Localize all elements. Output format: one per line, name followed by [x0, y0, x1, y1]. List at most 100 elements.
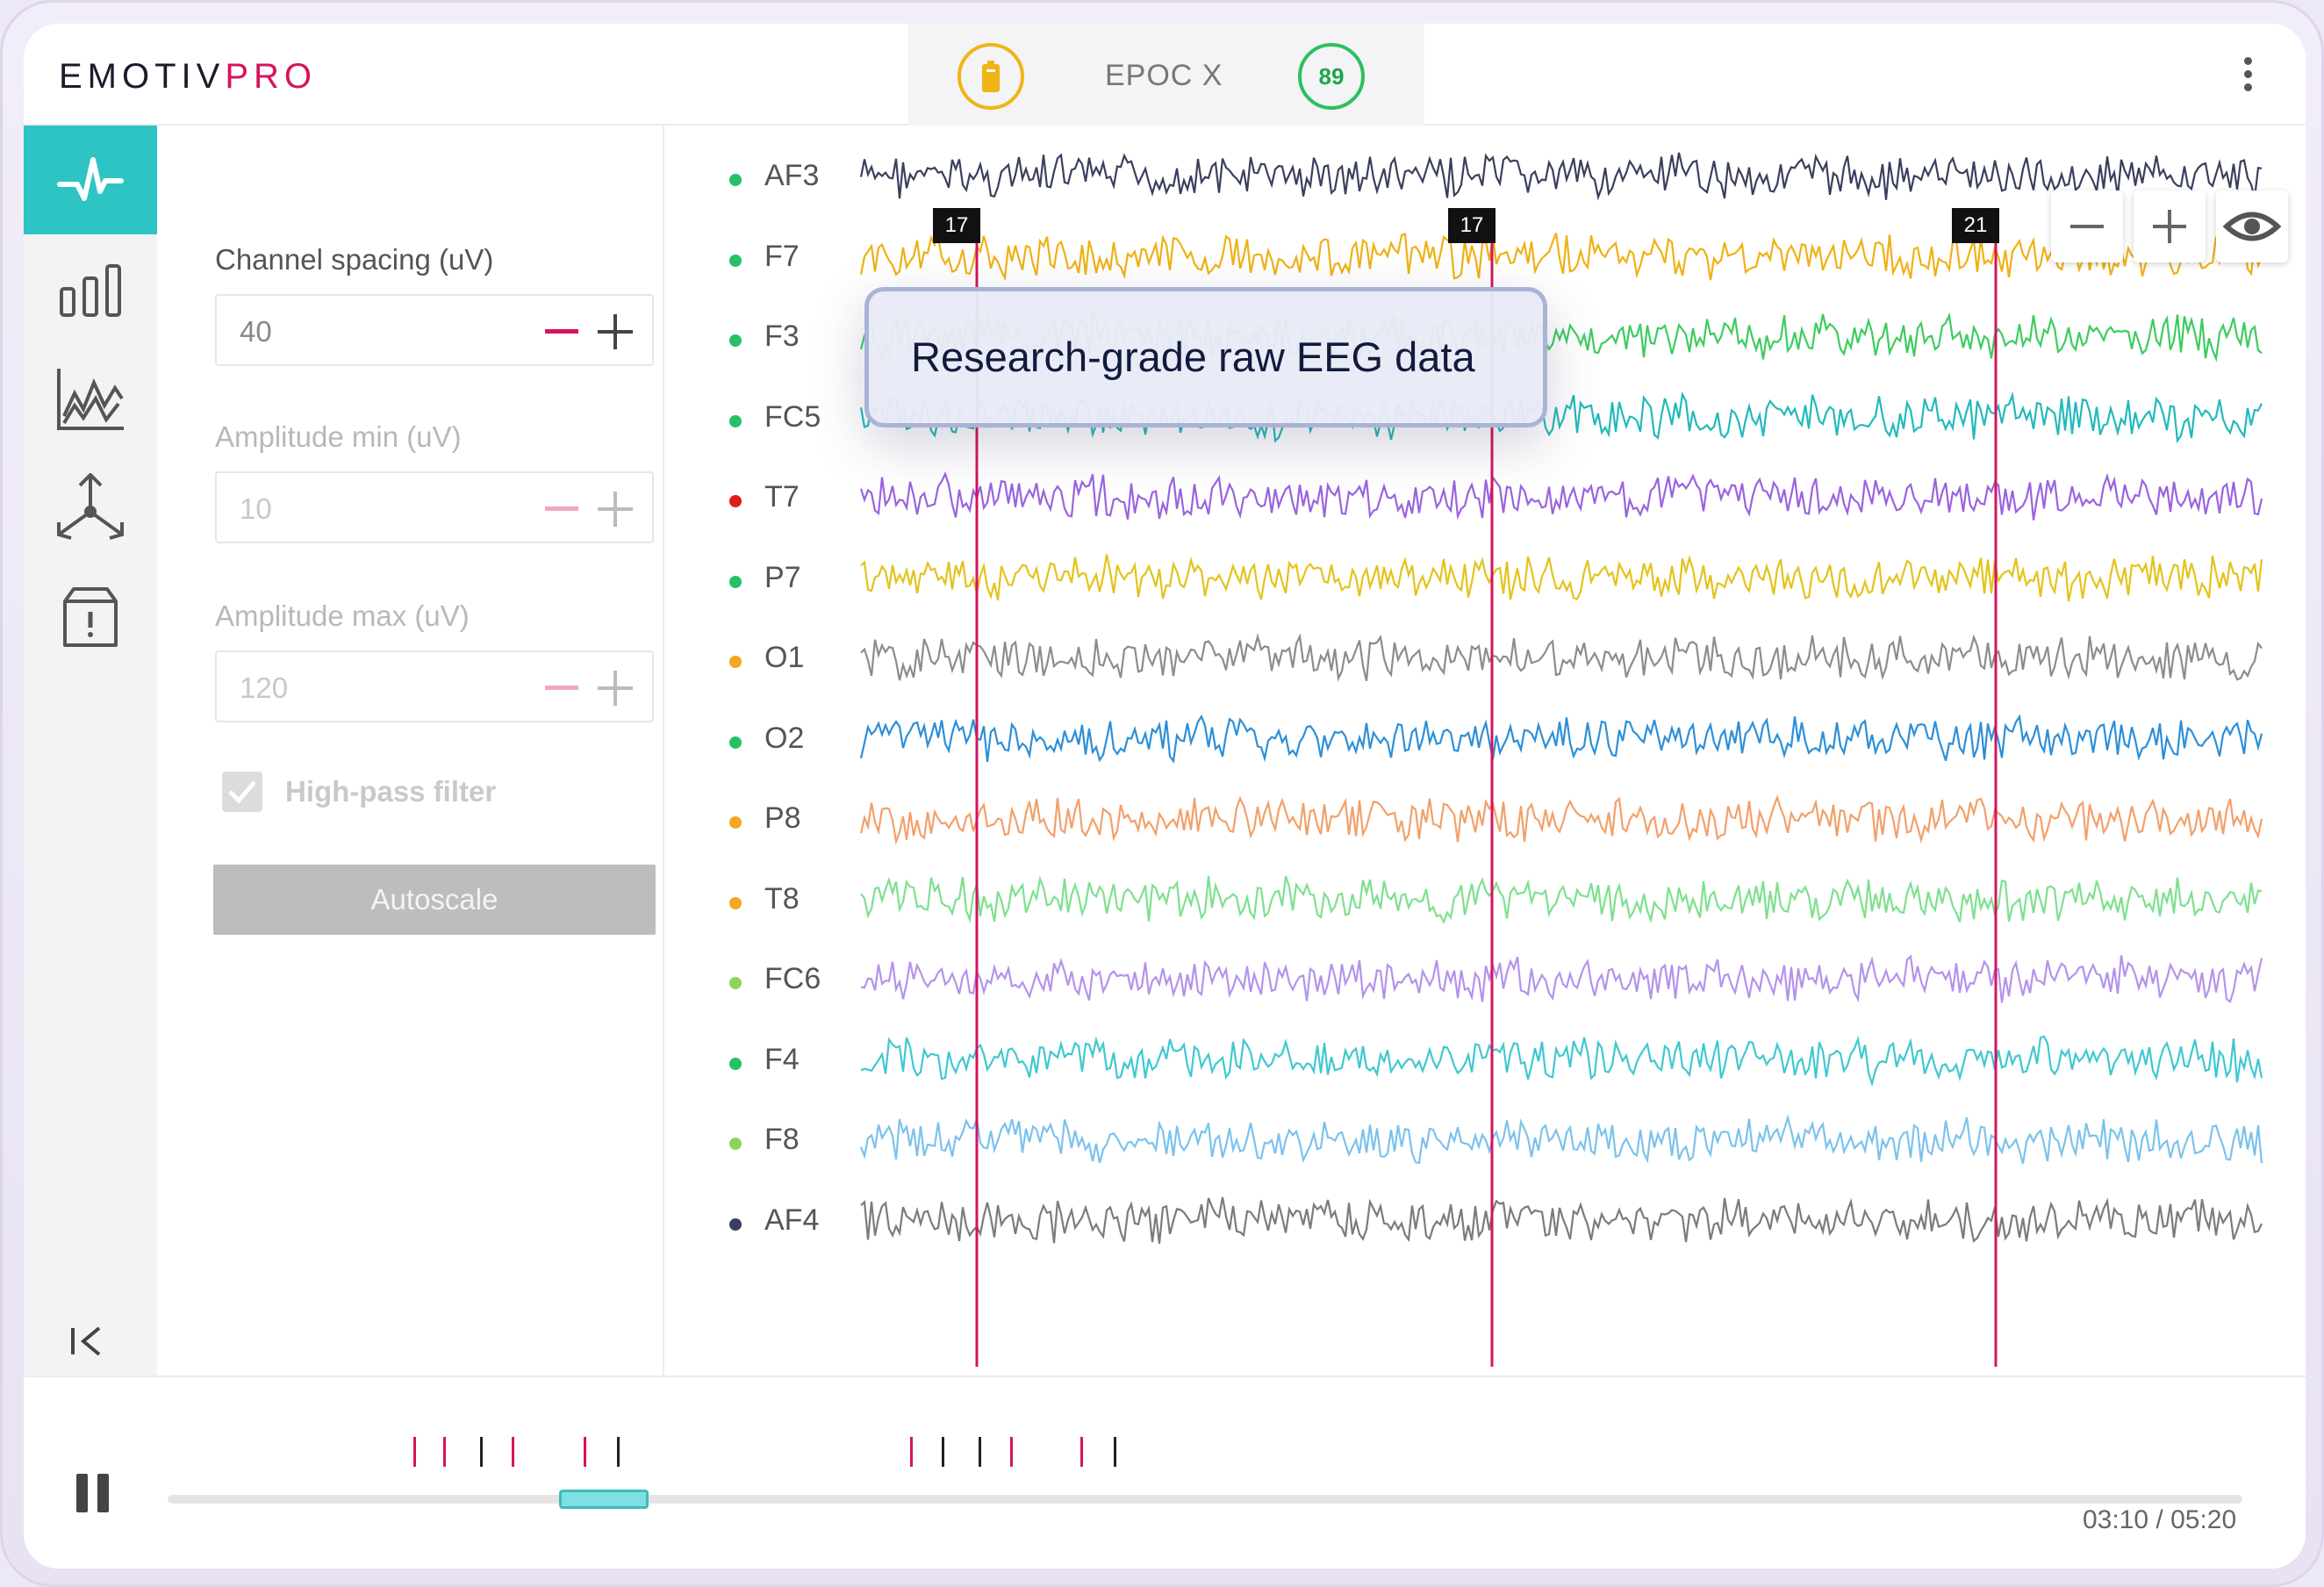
waveform-icon — [57, 157, 124, 201]
increment-button[interactable] — [598, 492, 633, 527]
channel-trace — [860, 954, 2263, 1004]
channel-trace — [860, 1196, 2263, 1245]
timeline-event-tick[interactable] — [1010, 1437, 1013, 1467]
channel-trace — [859, 233, 2263, 282]
battery-icon — [958, 43, 1024, 110]
timeline-event-tick[interactable] — [480, 1437, 483, 1467]
increment-button[interactable] — [598, 314, 633, 349]
timeline-event-tick[interactable] — [617, 1437, 620, 1467]
timeline-event-tick[interactable] — [942, 1437, 944, 1467]
channel-label: P8 — [764, 801, 801, 835]
playback-bar: 03:10 / 05:20 — [24, 1375, 2306, 1569]
marker-tag[interactable]: 17 — [1448, 208, 1496, 243]
channel-trace — [859, 152, 2263, 201]
alert-box-icon — [63, 587, 118, 647]
channel-trace — [859, 794, 2263, 845]
feature-tooltip: Research-grade raw EEG data — [864, 287, 1547, 427]
collapse-left-icon[interactable] — [69, 1326, 104, 1361]
sidebar — [24, 126, 157, 1375]
amplitude-min-stepper[interactable]: 10 — [215, 471, 654, 543]
decrement-button[interactable] — [545, 686, 578, 690]
timeline-event-tick[interactable] — [979, 1437, 981, 1467]
amplitude-max-label: Amplitude max (uV) — [215, 600, 470, 632]
high-pass-checkbox[interactable] — [222, 772, 262, 812]
channel-status-dot — [729, 414, 742, 427]
amplitude-max-value[interactable]: 120 — [240, 671, 289, 704]
channel-label: F4 — [764, 1042, 800, 1076]
app-logo: EMOTIVPRO — [59, 57, 317, 97]
channel-spacing-label: Channel spacing (uV) — [215, 243, 494, 276]
timeline-window-handle[interactable] — [559, 1490, 649, 1509]
sidebar-item-performance[interactable] — [24, 345, 157, 454]
amplitude-min-label: Amplitude min (uV) — [215, 420, 462, 453]
marker-tag[interactable]: 21 — [1952, 208, 1999, 243]
channel-status-dot — [729, 1217, 742, 1231]
decrement-button[interactable] — [545, 329, 578, 334]
channel-trace — [860, 554, 2263, 602]
channel-label: AF3 — [764, 159, 820, 192]
channel-trace — [859, 391, 2263, 444]
channel-label: P7 — [764, 560, 801, 594]
channel-trace — [859, 1114, 2263, 1165]
amplitude-max-stepper[interactable]: 120 — [215, 650, 654, 722]
timeline-event-tick[interactable] — [413, 1437, 416, 1467]
playback-time: 03:10 / 05:20 — [2083, 1505, 2237, 1534]
channel-status-dot — [729, 816, 742, 829]
timeline-event-tick[interactable] — [512, 1437, 514, 1467]
channel-status-dot — [729, 254, 742, 267]
marker-tag[interactable]: 17 — [933, 208, 980, 243]
timeline-event-tick[interactable] — [584, 1437, 586, 1467]
timeline-event-tick[interactable] — [1114, 1437, 1116, 1467]
channel-spacing-value[interactable]: 40 — [240, 315, 272, 348]
zoom-out-icon — [2070, 225, 2104, 228]
signal-quality-badge: 89 — [1298, 43, 1365, 110]
channel-trace — [859, 470, 2263, 521]
bar-chart-icon — [60, 264, 121, 317]
device-status[interactable]: EPOC X 89 — [908, 24, 1424, 126]
line-chart-icon — [57, 369, 124, 430]
sidebar-item-raw-eeg[interactable] — [24, 126, 157, 234]
channel-trace — [860, 633, 2263, 682]
channel-trace — [860, 1035, 2263, 1088]
channel-label: O2 — [764, 721, 805, 755]
sidebar-item-motion[interactable] — [24, 454, 157, 563]
channel-spacing-stepper[interactable]: 40 — [215, 294, 654, 366]
channel-status-dot — [729, 977, 742, 989]
channel-label: O1 — [764, 641, 805, 674]
timeline-event-tick[interactable] — [910, 1437, 913, 1467]
channel-status-dot — [729, 334, 742, 347]
header: EMOTIVPRO EPOC X 89 — [24, 24, 2306, 126]
channel-label: F7 — [764, 239, 800, 273]
checkmark-icon — [228, 780, 256, 804]
zoom-out-button[interactable] — [2051, 190, 2123, 262]
sidebar-item-events[interactable] — [24, 563, 157, 671]
channel-trace — [859, 714, 2263, 764]
timeline-event-tick[interactable] — [443, 1437, 446, 1467]
amplitude-min-value[interactable]: 10 — [240, 492, 272, 525]
zoom-in-button[interactable] — [2134, 190, 2206, 262]
pause-icon[interactable] — [76, 1474, 111, 1512]
channel-status-dot — [729, 736, 742, 749]
channel-label: T8 — [764, 881, 800, 916]
visibility-button[interactable] — [2216, 190, 2288, 262]
channel-status-dot — [729, 174, 742, 186]
channel-label: F3 — [764, 320, 800, 353]
channel-label: F8 — [764, 1123, 800, 1156]
settings-panel: Channel spacing (uV) 40 Amplitude min (u… — [157, 126, 664, 1375]
channel-label: FC6 — [764, 962, 821, 995]
decrement-button[interactable] — [545, 506, 578, 511]
kebab-menu-icon[interactable] — [2239, 57, 2256, 96]
app-screen: EMOTIVPRO EPOC X 89 Chan — [24, 24, 2306, 1569]
network-icon — [57, 473, 124, 540]
channel-status-dot — [729, 896, 742, 909]
channel-trace — [860, 875, 2263, 925]
timeline-track[interactable] — [168, 1495, 2242, 1504]
increment-button[interactable] — [598, 671, 633, 706]
eeg-chart: AF3 F7 F3 FC5 T7 P7 O1 O2 P8 T8 FC6 F4 F8 AF4 17 17 2… — [666, 126, 2306, 1375]
timeline-event-tick[interactable] — [1080, 1437, 1083, 1467]
autoscale-button[interactable]: Autoscale — [213, 865, 656, 935]
logo-main: EMOTIV — [59, 57, 226, 96]
sidebar-item-band-power[interactable] — [24, 236, 157, 345]
channel-label: AF4 — [764, 1203, 820, 1237]
